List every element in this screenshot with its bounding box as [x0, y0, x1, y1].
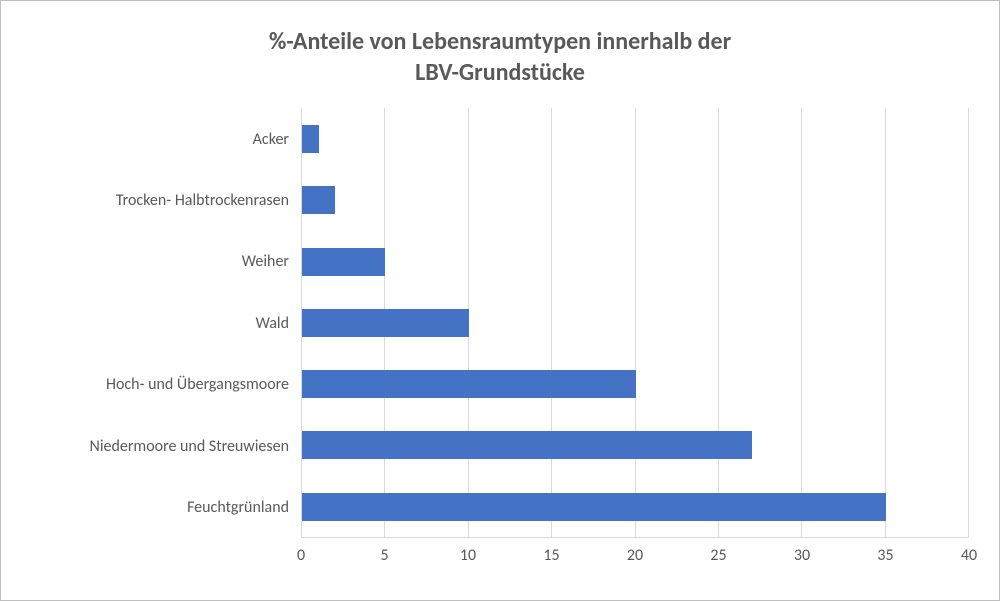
plot-area: Acker Trocken- Halbtrockenrasen Weiher W… [31, 108, 969, 538]
y-label: Feuchtgrünland [187, 498, 289, 517]
chart-title-line1: %-Anteile von Lebensraumtypen innerhalb … [269, 27, 731, 56]
chart-title: %-Anteile von Lebensraumtypen innerhalb … [31, 26, 969, 88]
bar-row [302, 248, 969, 276]
bar-row [302, 493, 969, 521]
bar-row [302, 370, 969, 398]
y-label: Hoch- und Übergangsmoore [106, 375, 289, 394]
y-label: Trocken- Halbtrockenrasen [116, 191, 289, 210]
bar-row [302, 309, 969, 337]
bar [302, 370, 636, 398]
bar [302, 493, 886, 521]
bar-row [302, 125, 969, 153]
y-label: Weiher [242, 252, 289, 271]
bar-row [302, 186, 969, 214]
bars-area [301, 108, 969, 538]
bar [302, 248, 385, 276]
bar [302, 186, 335, 214]
y-label: Wald [256, 314, 289, 333]
y-axis: Acker Trocken- Halbtrockenrasen Weiher W… [31, 108, 301, 538]
chart-container: %-Anteile von Lebensraumtypen innerhalb … [0, 0, 1000, 601]
y-label: Acker [253, 130, 289, 149]
bar-row [302, 431, 969, 459]
bar [302, 309, 469, 337]
bars [302, 108, 969, 537]
bar [302, 125, 319, 153]
bar [302, 431, 752, 459]
y-label: Niedermoore und Streuwiesen [90, 437, 289, 456]
x-axis: 0 5 10 15 20 25 30 35 40 [301, 538, 969, 546]
chart-title-line2: LBV-Grundstücke [415, 58, 585, 87]
